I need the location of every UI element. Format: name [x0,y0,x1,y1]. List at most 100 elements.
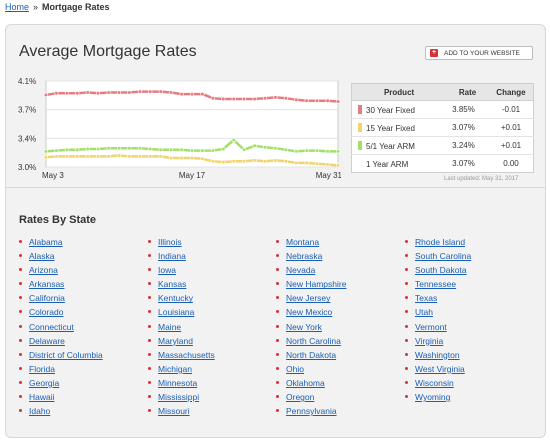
series-point [335,149,341,154]
series-point [231,137,236,143]
state-link[interactable]: Nevada [286,265,316,276]
bullet-icon [405,380,408,384]
state-link[interactable]: Wisconsin [415,377,454,388]
header-rate: Rate [446,83,489,101]
series-color-swatch [358,140,362,150]
state-link[interactable]: Maryland [158,335,193,346]
state-link[interactable]: Illinois [158,237,182,247]
state-link[interactable]: Louisiana [158,307,195,318]
state-link[interactable]: New York [286,321,322,332]
state-link[interactable]: Kentucky [158,293,193,304]
state-link[interactable]: Kansas [158,279,187,290]
bullet-icon [148,324,151,328]
breadcrumb-home-link[interactable]: Home [5,2,30,12]
state-list-item: Nebraska [276,249,346,263]
state-column-4: Rhode Island South Carolina South Dakota Te… [405,235,471,404]
state-link[interactable]: Georgia [29,377,60,388]
x-tick-label: May 17 [179,171,206,180]
state-list-item: South Carolina [405,249,471,263]
state-link[interactable]: South Dakota [415,265,467,276]
series-point [54,148,59,153]
state-list-item: North Dakota [276,348,346,362]
state-link[interactable]: District of Columbia [29,349,103,360]
bullet-icon [19,395,22,399]
series-point [54,154,59,159]
state-link[interactable]: Michigan [158,363,193,374]
state-link[interactable]: Montana [286,237,320,247]
series-point [158,154,163,159]
state-link[interactable]: New Mexico [286,307,333,318]
state-link[interactable]: Washington [415,349,460,360]
state-link[interactable]: New Jersey [286,293,331,304]
y-tick-label: 3.7% [18,106,36,115]
bullet-icon [276,380,279,384]
state-list-item: Georgia [19,376,103,390]
state-list-item: Minnesota [148,376,215,390]
state-link[interactable]: Arkansas [29,279,65,290]
state-link[interactable]: Nebraska [286,251,323,262]
state-link[interactable]: Colorado [29,307,64,318]
state-link[interactable]: South Carolina [415,251,472,262]
state-link[interactable]: Vermont [415,321,447,332]
bullet-icon [19,324,22,328]
series-point [200,148,205,153]
series-point [127,90,132,95]
change-cell: +0.01 [488,118,534,137]
state-link[interactable]: Maine [158,321,182,332]
state-link[interactable]: New Hampshire [286,279,347,290]
state-link[interactable]: Idaho [29,406,51,417]
bullet-icon [405,254,408,258]
state-link[interactable]: West Virginia [415,363,465,374]
state-link[interactable]: Oklahoma [286,377,325,388]
rates-table: Product Rate Change 30 Year Fixed 3.85% -0… [351,83,534,173]
series-point [242,96,247,102]
state-link[interactable]: Delaware [29,335,65,346]
series-point [200,156,205,161]
state-link[interactable]: Florida [29,363,55,374]
state-link[interactable]: Pennsylvania [286,406,337,417]
bullet-icon [148,366,151,370]
state-link[interactable]: Rhode Island [415,237,466,247]
state-list-item: California [19,291,103,305]
bullet-icon [19,338,22,342]
state-link[interactable]: Mississippi [158,392,200,403]
state-list-item: Iowa [148,263,215,277]
last-updated-text: Last updated: May 31, 2017 [444,176,519,182]
bullet-icon [405,324,408,328]
bullet-icon [19,380,22,384]
state-link[interactable]: Iowa [158,265,176,276]
bullet-icon [19,366,22,370]
state-link[interactable]: Utah [415,307,433,318]
state-link[interactable]: Alaska [29,251,55,262]
add-to-website-button[interactable]: + ADD TO YOUR WEBSITE [425,46,533,60]
state-link[interactable]: Wyoming [415,392,451,403]
state-link[interactable]: Oregon [286,392,315,403]
state-list-item: North Carolina [276,334,346,348]
state-list-item: Michigan [148,362,215,376]
state-link[interactable]: Ohio [286,363,304,374]
state-link[interactable]: North Carolina [286,335,341,346]
state-link[interactable]: North Dakota [286,349,337,360]
state-link[interactable]: Missouri [158,406,190,417]
state-link[interactable]: Arizona [29,265,58,276]
state-column-1: Alabama Alaska Arizona Arkansas California Co… [19,235,103,418]
state-link[interactable]: Alabama [29,237,63,247]
state-link[interactable]: Hawaii [29,392,55,403]
state-link[interactable]: California [29,293,65,304]
state-list-item: Pennsylvania [276,404,346,418]
state-link[interactable]: Massachusetts [158,349,215,360]
state-link[interactable]: Indiana [158,251,186,262]
state-link[interactable]: Virginia [415,335,444,346]
bullet-icon [276,395,279,399]
bullet-icon [405,296,408,300]
state-link[interactable]: Minnesota [158,377,198,388]
state-link[interactable]: Tennessee [415,279,457,290]
state-list-item: Oklahoma [276,376,346,390]
state-list-item: Rhode Island [405,235,471,249]
rates-table-row: 5/1 Year ARM 3.24% +0.01 [351,136,534,155]
series-point [335,99,341,104]
state-link[interactable]: Connecticut [29,321,74,332]
state-link[interactable]: Texas [415,293,438,304]
bullet-icon [405,366,408,370]
bullet-icon [148,352,151,356]
